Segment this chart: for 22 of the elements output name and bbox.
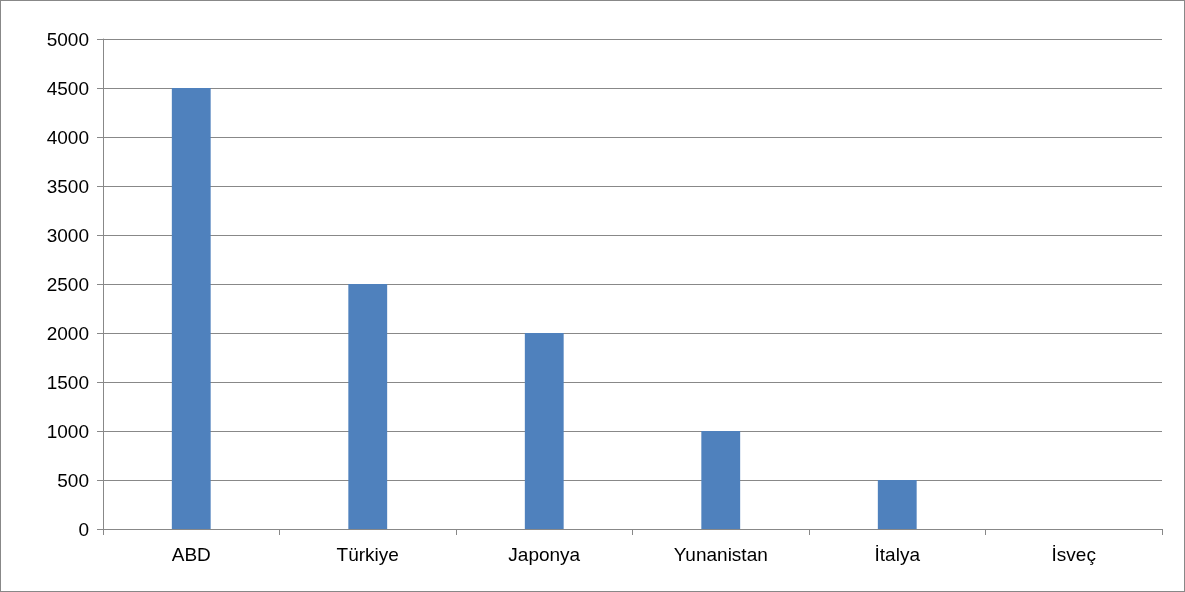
y-tick-label: 2000	[46, 322, 89, 344]
y-tick-label: 5000	[46, 28, 89, 50]
y-tick-label: 1500	[46, 371, 89, 393]
bar	[701, 431, 741, 529]
y-tick-label: 3500	[46, 175, 89, 197]
bar	[348, 284, 388, 529]
y-tick-label: 4000	[46, 126, 89, 148]
x-tick-label: Türkiye	[336, 544, 399, 565]
bar	[524, 333, 564, 529]
y-tick-label: 3000	[46, 224, 89, 246]
x-tick-label: İsveç	[1051, 544, 1096, 565]
bar	[171, 88, 211, 529]
y-tick-label: 0	[78, 518, 89, 540]
y-tick-label: 1000	[46, 420, 89, 442]
y-tick-label: 4500	[46, 77, 89, 99]
y-tick-label: 500	[57, 469, 89, 491]
x-tick-label: Yunanistan	[673, 544, 768, 565]
bar	[877, 480, 917, 529]
x-tick-label: İtalya	[874, 544, 921, 565]
x-tick-label: ABD	[171, 544, 211, 565]
x-tick-label: Japonya	[508, 544, 581, 565]
y-tick-label: 2500	[46, 273, 89, 295]
